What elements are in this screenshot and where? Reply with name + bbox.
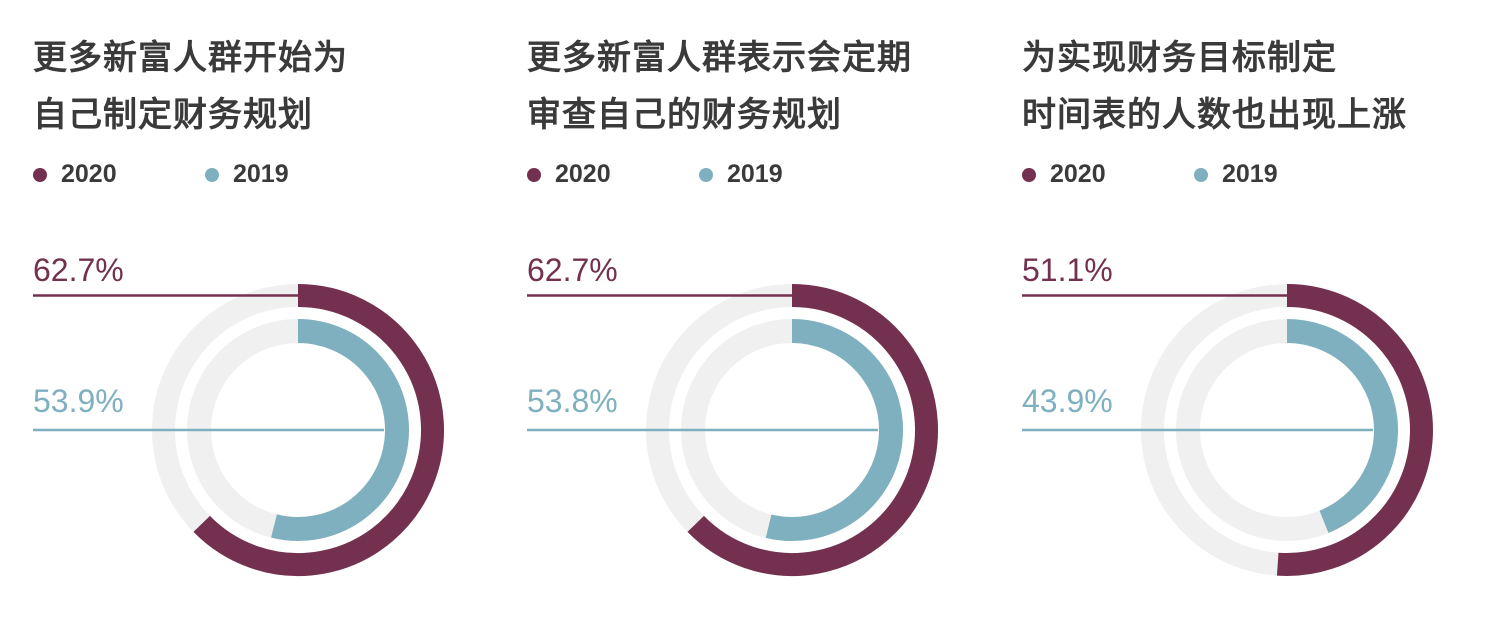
arc-2020	[687, 284, 938, 576]
value-label-2019: 53.9%	[33, 383, 124, 419]
legend-label-2019: 2019	[1222, 160, 1278, 188]
value-label-2019: 43.9%	[1022, 383, 1113, 419]
chart-title-line-1: 更多新富人群开始为	[33, 38, 348, 78]
legend-item-2020: 2020	[527, 160, 611, 189]
chart-panel-1: 更多新富人群开始为 自己制定财务规划 2020 2019 62.7% 53.9%	[0, 0, 495, 638]
legend-dot-2019	[699, 167, 713, 182]
legend-dot-2020	[1022, 167, 1036, 182]
legend-label-2019: 2019	[727, 160, 783, 188]
legend-item-2019: 2019	[699, 160, 783, 189]
legend-item-2020: 2020	[33, 160, 117, 189]
donut-rings	[1022, 284, 1433, 576]
value-label-2020: 62.7%	[33, 252, 124, 288]
chart-title-line-2: 自己制定财务规划	[33, 95, 313, 135]
legend-label-2020: 2020	[61, 160, 117, 188]
chart-title-line-1: 为实现财务目标制定	[1022, 38, 1337, 78]
arc-2020	[193, 284, 444, 576]
donut-rings	[33, 284, 444, 576]
legend-item-2019: 2019	[1194, 160, 1278, 189]
legend-item-2020: 2020	[1022, 160, 1106, 189]
legend-label-2019: 2019	[233, 160, 289, 188]
chart-title: 为实现财务目标制定 时间表的人数也出现上涨	[1022, 30, 1407, 144]
legend-dot-2020	[527, 167, 541, 182]
donut-chart: 62.7% 53.9%	[33, 252, 444, 576]
chart-title: 更多新富人群表示会定期 审查自己的财务规划	[527, 30, 912, 144]
arc-2019	[765, 319, 904, 541]
legend-dot-2019	[205, 167, 219, 182]
chart-title-line-2: 审查自己的财务规划	[527, 95, 842, 135]
legend-label-2020: 2020	[1050, 160, 1106, 188]
value-label-2020: 62.7%	[527, 252, 618, 288]
legend-dot-2019	[1194, 167, 1208, 182]
arc-2020	[1276, 284, 1433, 576]
legend-label-2020: 2020	[555, 160, 611, 188]
chart-title-line-2: 时间表的人数也出现上涨	[1022, 95, 1407, 135]
legend-item-2019: 2019	[205, 160, 289, 189]
arc-2019	[1286, 319, 1398, 533]
value-label-2019: 53.8%	[527, 383, 618, 419]
value-label-2020: 51.1%	[1022, 252, 1113, 288]
chart-panel-3: 为实现财务目标制定 时间表的人数也出现上涨 2020 2019 51.1% 43…	[989, 0, 1484, 638]
arc-2019	[271, 319, 409, 541]
donut-chart: 51.1% 43.9%	[1022, 252, 1433, 576]
chart-title-line-1: 更多新富人群表示会定期	[527, 38, 912, 78]
chart-panel-2: 更多新富人群表示会定期 审查自己的财务规划 2020 2019 62.7% 53…	[494, 0, 989, 638]
chart-title: 更多新富人群开始为 自己制定财务规划	[33, 30, 348, 144]
donut-chart: 62.7% 53.8%	[527, 252, 938, 576]
donut-rings	[527, 284, 938, 576]
legend-dot-2020	[33, 167, 47, 182]
